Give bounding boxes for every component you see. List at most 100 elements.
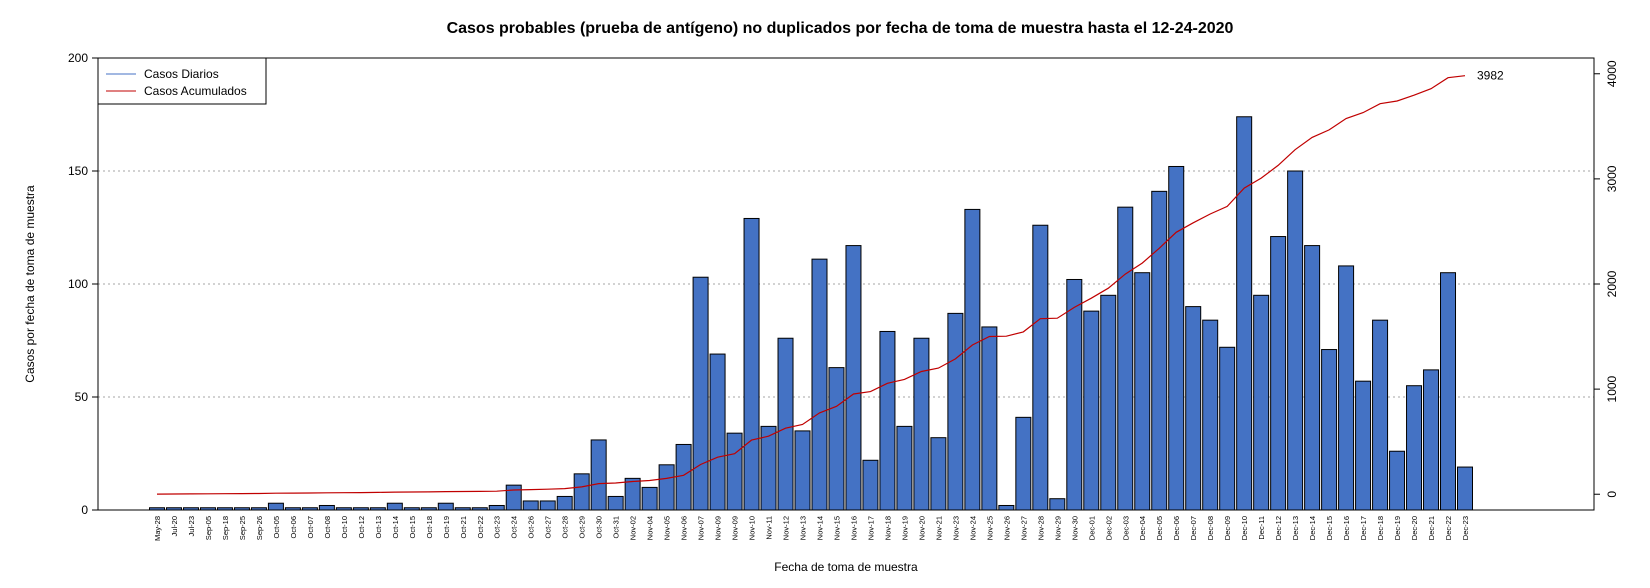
x-tick-label: Oct-23 bbox=[493, 516, 502, 539]
bar bbox=[1134, 272, 1151, 511]
x-tick-label: Nov-13 bbox=[799, 516, 808, 540]
x-tick-label: Nov-29 bbox=[1053, 516, 1062, 540]
x-tick-label: Dec-04 bbox=[1138, 516, 1147, 540]
x-tick-label: Nov-15 bbox=[832, 516, 841, 540]
x-tick-label: Sep-18 bbox=[221, 516, 230, 540]
x-tick-label: Nov-07 bbox=[697, 516, 706, 540]
cumulative-line bbox=[156, 75, 1466, 495]
bar bbox=[1168, 165, 1185, 511]
bar bbox=[1117, 206, 1134, 511]
x-tick-label: Nov-23 bbox=[951, 516, 960, 540]
right-tick-label: 3000 bbox=[1605, 165, 1619, 192]
bar bbox=[267, 502, 284, 511]
bar bbox=[1083, 310, 1100, 511]
x-tick-label: Oct-22 bbox=[476, 516, 485, 539]
bar bbox=[845, 245, 862, 511]
bar bbox=[1151, 190, 1168, 511]
bar bbox=[981, 326, 998, 511]
x-tick-label: Sep-26 bbox=[255, 516, 264, 540]
x-tick-label: Oct-15 bbox=[408, 516, 417, 539]
left-tick-label: 150 bbox=[68, 164, 88, 178]
left-y-axis: 0 50 100 150 200 bbox=[68, 51, 98, 517]
x-tick-label: Oct-07 bbox=[306, 516, 315, 539]
x-tick-label: Dec-22 bbox=[1444, 516, 1453, 540]
bar bbox=[1355, 380, 1372, 511]
x-tick-label: Dec-18 bbox=[1376, 516, 1385, 540]
x-tick-label: Oct-06 bbox=[289, 516, 298, 539]
bar bbox=[556, 495, 573, 511]
bar bbox=[964, 208, 981, 511]
x-tick-label: Nov-21 bbox=[934, 516, 943, 540]
legend-label-cumulative: Casos Acumulados bbox=[144, 84, 247, 98]
x-tick-label: Dec-08 bbox=[1206, 516, 1215, 540]
legend-box bbox=[97, 57, 267, 105]
bar bbox=[386, 502, 403, 511]
bar bbox=[1270, 236, 1287, 511]
x-tick-label: Nov-20 bbox=[917, 516, 926, 540]
x-tick-label: Dec-01 bbox=[1087, 516, 1096, 540]
x-tick-label: Nov-28 bbox=[1036, 516, 1045, 540]
x-tick-label: Dec-07 bbox=[1189, 516, 1198, 540]
x-tick-label: Sep-25 bbox=[238, 516, 247, 540]
x-tick-label: Dec-23 bbox=[1461, 516, 1470, 540]
bar bbox=[1236, 116, 1253, 511]
x-tick-label: Sep-05 bbox=[204, 516, 213, 540]
y-axis-label: Casos por fecha de toma de muestra bbox=[23, 185, 37, 383]
bar bbox=[1219, 346, 1236, 511]
bar bbox=[913, 337, 930, 511]
bar bbox=[641, 486, 658, 511]
bar bbox=[488, 504, 505, 511]
bar bbox=[675, 443, 692, 511]
x-tick-label: Nov-05 bbox=[663, 516, 672, 540]
x-tick-label: Nov-12 bbox=[782, 516, 791, 540]
bar bbox=[1406, 385, 1423, 511]
bar bbox=[760, 425, 777, 511]
x-tick-label: Jul-20 bbox=[170, 516, 179, 536]
right-tick-label: 2000 bbox=[1605, 270, 1619, 297]
x-tick-label: Dec-14 bbox=[1308, 516, 1317, 540]
x-tick-label: Nov-30 bbox=[1070, 516, 1079, 540]
bar bbox=[811, 258, 828, 511]
x-tick-label: Jul-23 bbox=[187, 516, 196, 536]
x-tick-label: Dec-03 bbox=[1121, 516, 1130, 540]
bar bbox=[862, 459, 879, 511]
x-tick-label: Nov-16 bbox=[849, 516, 858, 540]
daily-bars bbox=[149, 116, 1473, 511]
bar bbox=[624, 477, 641, 511]
x-tick-label: Oct-31 bbox=[612, 516, 621, 539]
bar bbox=[1253, 294, 1270, 511]
x-tick-label: Oct-28 bbox=[561, 516, 570, 539]
bar bbox=[522, 500, 539, 511]
x-tick-label: Nov-02 bbox=[629, 516, 638, 540]
x-tick-label: Nov-26 bbox=[1002, 516, 1011, 540]
left-tick-label: 100 bbox=[68, 277, 88, 291]
bar bbox=[1389, 450, 1406, 511]
x-tick-label: Oct-10 bbox=[340, 516, 349, 539]
bar bbox=[930, 437, 947, 511]
bar bbox=[590, 439, 607, 511]
x-axis: May-28 Jul-20 Jul-23 Sep-05 Sep-18 Sep-25 Sep-… bbox=[153, 516, 1470, 541]
chart-title: Casos probables (prueba de antígeno) no … bbox=[447, 20, 1234, 37]
bar bbox=[1457, 466, 1473, 511]
bar bbox=[1287, 170, 1304, 511]
right-tick-label: 0 bbox=[1605, 491, 1619, 498]
bar bbox=[998, 504, 1015, 511]
bar bbox=[777, 337, 794, 511]
bar bbox=[1423, 369, 1440, 511]
x-tick-label: Nov-18 bbox=[883, 516, 892, 540]
bar bbox=[573, 473, 590, 511]
bar bbox=[743, 217, 760, 511]
x-tick-label: Dec-20 bbox=[1410, 516, 1419, 540]
x-tick-label: Oct-14 bbox=[391, 516, 400, 539]
x-tick-label: Nov-27 bbox=[1019, 516, 1028, 540]
x-tick-label: Dec-13 bbox=[1291, 516, 1300, 540]
legend: Casos Diarios Casos Acumulados bbox=[97, 57, 267, 105]
bar bbox=[828, 367, 845, 511]
x-tick-label: Oct-27 bbox=[544, 516, 553, 539]
x-tick-label: May-28 bbox=[153, 516, 162, 541]
x-tick-label: Oct-12 bbox=[357, 516, 366, 539]
bar bbox=[947, 312, 964, 511]
x-tick-label: Dec-15 bbox=[1325, 516, 1334, 540]
